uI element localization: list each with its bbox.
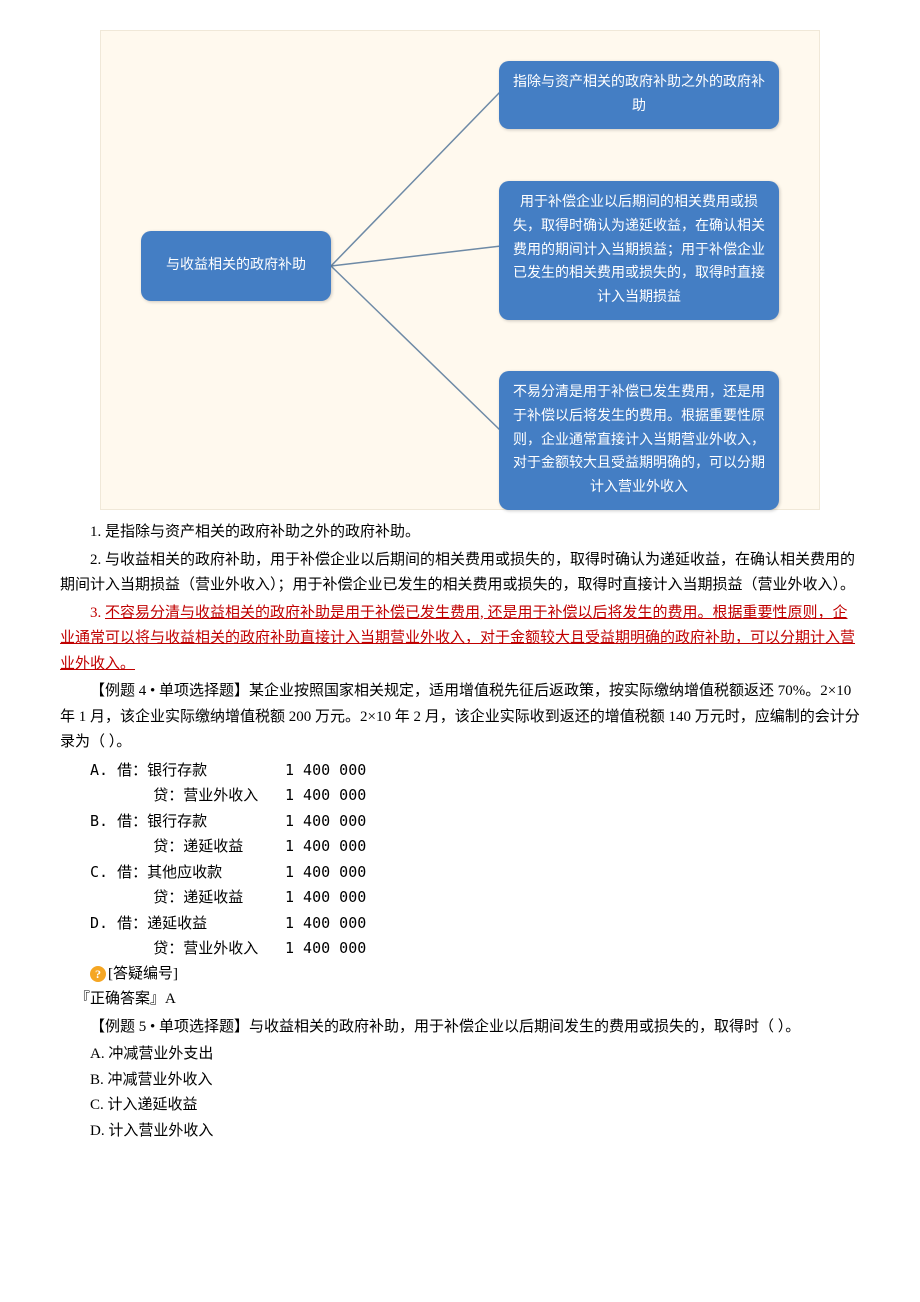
q4-answer-link[interactable]: [答疑编号] <box>108 966 178 982</box>
q4-c-cr-amt: 1 400 000 <box>285 885 366 911</box>
diagram-branch-3: 不易分清是用于补偿已发生费用，还是用于补偿以后将发生的费用。根据重要性原则，企业… <box>499 371 779 510</box>
q4-c-dr-amt: 1 400 000 <box>285 860 366 886</box>
q4-a-dr-amt: 1 400 000 <box>285 758 366 784</box>
q4-option-a-cr: 贷：营业外收入1 400 000 <box>90 783 860 809</box>
q4-b-cr-label: 贷：递延收益 <box>90 834 285 860</box>
question-mark-icon: ? <box>90 966 106 982</box>
q4-option-d-dr: D. 借：递延收益1 400 000 <box>90 911 860 937</box>
q4-b-dr-amt: 1 400 000 <box>285 809 366 835</box>
q4-d-cr-amt: 1 400 000 <box>285 936 366 962</box>
paragraph-3: 3. 不容易分清与收益相关的政府补助是用于补偿已发生费用, 还是用于补偿以后将发… <box>60 601 860 678</box>
q4-correct-answer: 『正确答案』A <box>75 987 860 1013</box>
q4-c-dr-label: C. 借：其他应收款 <box>90 860 285 886</box>
q5-option-d: D. 计入营业外收入 <box>90 1119 860 1145</box>
concept-diagram: 与收益相关的政府补助 指除与资产相关的政府补助之外的政府补助 用于补偿企业以后期… <box>100 30 820 510</box>
q4-a-cr-label: 贷：营业外收入 <box>90 783 285 809</box>
q5-stem: 【例题 5 • 单项选择题】与收益相关的政府补助，用于补偿企业以后期间发生的费用… <box>60 1015 860 1041</box>
paragraph-2: 2. 与收益相关的政府补助，用于补偿企业以后期间的相关费用或损失的，取得时确认为… <box>60 548 860 599</box>
diagram-root-node: 与收益相关的政府补助 <box>141 231 331 301</box>
q4-b-dr-label: B. 借：银行存款 <box>90 809 285 835</box>
q4-a-cr-amt: 1 400 000 <box>285 783 366 809</box>
paragraph-3-body: 不容易分清与收益相关的政府补助是用于补偿已发生费用, 还是用于补偿以后将发生的费… <box>60 605 855 672</box>
q4-option-c-dr: C. 借：其他应收款1 400 000 <box>90 860 860 886</box>
q4-d-dr-label: D. 借：递延收益 <box>90 911 285 937</box>
diagram-branch-1: 指除与资产相关的政府补助之外的政府补助 <box>499 61 779 129</box>
q5-options: A. 冲减营业外支出 B. 冲减营业外收入 C. 计入递延收益 D. 计入营业外… <box>90 1042 860 1144</box>
q4-c-cr-label: 贷：递延收益 <box>90 885 285 911</box>
q4-option-b-dr: B. 借：银行存款1 400 000 <box>90 809 860 835</box>
q4-options: A. 借：银行存款1 400 000 贷：营业外收入1 400 000 B. 借… <box>90 758 860 988</box>
q5-option-a: A. 冲减营业外支出 <box>90 1042 860 1068</box>
paragraph-3-prefix: 3. <box>90 605 105 621</box>
q4-stem: 【例题 4 • 单项选择题】某企业按照国家相关规定，适用增值税先征后返政策，按实… <box>60 679 860 756</box>
q4-a-dr-label: A. 借：银行存款 <box>90 758 285 784</box>
q4-d-cr-label: 贷：营业外收入 <box>90 936 285 962</box>
q4-answer-link-row: ?[答疑编号] <box>90 962 860 988</box>
q4-b-cr-amt: 1 400 000 <box>285 834 366 860</box>
q4-option-b-cr: 贷：递延收益1 400 000 <box>90 834 860 860</box>
q5-option-b: B. 冲减营业外收入 <box>90 1068 860 1094</box>
q4-option-c-cr: 贷：递延收益1 400 000 <box>90 885 860 911</box>
q5-option-c: C. 计入递延收益 <box>90 1093 860 1119</box>
q4-option-a-dr: A. 借：银行存款1 400 000 <box>90 758 860 784</box>
paragraph-1: 1. 是指除与资产相关的政府补助之外的政府补助。 <box>60 520 860 546</box>
q4-option-d-cr: 贷：营业外收入1 400 000 <box>90 936 860 962</box>
q4-d-dr-amt: 1 400 000 <box>285 911 366 937</box>
diagram-branch-2: 用于补偿企业以后期间的相关费用或损失，取得时确认为递延收益，在确认相关费用的期间… <box>499 181 779 320</box>
